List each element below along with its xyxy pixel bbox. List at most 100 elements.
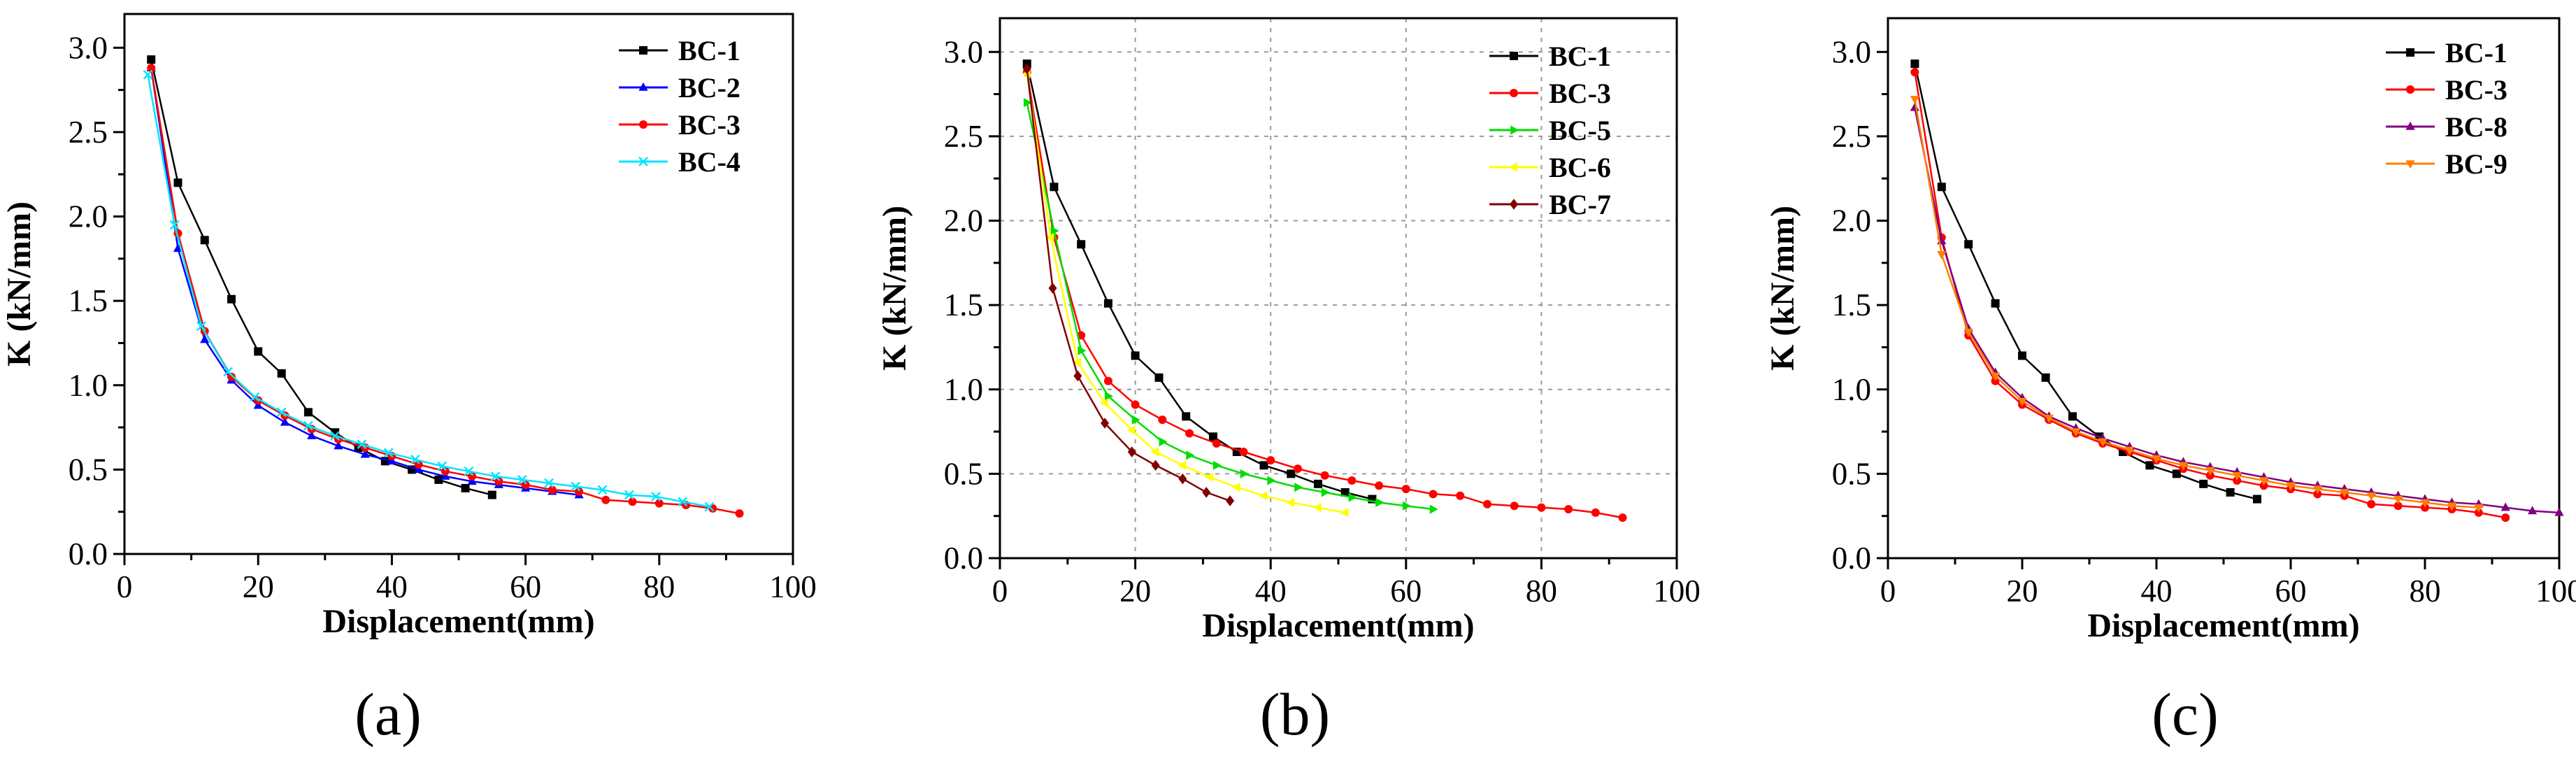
data-point: [1077, 240, 1086, 249]
x-tick-label: 60: [510, 569, 541, 604]
data-point: [571, 481, 581, 492]
data-point: [227, 294, 236, 304]
data-point: [303, 408, 313, 417]
data-point: [1618, 513, 1627, 522]
data-point: [1375, 481, 1384, 490]
y-tick-label: 0.5: [1832, 456, 1871, 491]
data-point: [575, 487, 584, 496]
legend-marker: [639, 120, 647, 129]
data-point: [1202, 487, 1211, 498]
data-point: [303, 420, 313, 431]
data-point: [1239, 448, 1248, 457]
data-point: [1293, 464, 1302, 474]
data-point: [1073, 357, 1082, 367]
series-bc-3: [147, 64, 744, 518]
data-point: [1403, 501, 1411, 511]
y-tick-label: 1.5: [1832, 287, 1871, 322]
legend: BC-1 BC-3 BC-8 BC-9: [2386, 37, 2507, 180]
data-point: [651, 492, 661, 502]
legend-marker: [1510, 89, 1518, 97]
data-point: [2172, 469, 2181, 478]
data-point: [2233, 476, 2242, 485]
data-point: [490, 471, 501, 481]
series-bc-7: [1022, 63, 1235, 506]
y-tick-label: 3.0: [944, 34, 983, 69]
series-line: [1914, 99, 2479, 508]
series-bc-4: [143, 69, 715, 512]
data-point: [383, 448, 394, 458]
x-tick-label: 80: [2410, 574, 2441, 609]
data-point: [1910, 96, 1919, 104]
y-tick-label: 2.0: [69, 199, 108, 234]
data-point: [1103, 299, 1112, 308]
data-point: [1182, 412, 1191, 421]
data-point: [461, 483, 470, 492]
y-tick-label: 1.0: [944, 372, 983, 407]
data-point: [2500, 502, 2510, 511]
data-point: [227, 372, 236, 381]
data-point: [2501, 513, 2510, 522]
data-point: [1185, 429, 1194, 438]
data-point: [200, 334, 210, 343]
data-point: [330, 431, 341, 441]
data-point: [2178, 462, 2188, 471]
data-point: [1204, 472, 1213, 482]
data-point: [517, 474, 527, 485]
data-point: [2474, 508, 2483, 517]
data-point: [1429, 504, 1438, 514]
data-point: [414, 460, 423, 469]
data-point: [624, 490, 634, 500]
y-axis-label: K (kN/mm): [1764, 206, 1801, 371]
legend-label: BC-8: [2445, 111, 2507, 143]
data-point: [1045, 233, 1054, 243]
series-bc-2: [146, 63, 584, 499]
data-point: [2421, 503, 2429, 512]
data-point: [277, 369, 286, 378]
data-point: [601, 495, 610, 504]
chart-panel-3: 0 20 40 60 80 100 0.0 0.5 1.0 1.5 2.0 2.5 3.0 Displac…: [1764, 17, 2576, 748]
legend-label: BC-3: [1549, 78, 1611, 109]
data-point: [1348, 492, 1357, 502]
data-point: [2340, 489, 2349, 498]
data-point: [1340, 508, 1349, 518]
data-point: [1312, 503, 1322, 513]
legend-label: BC-7: [1549, 189, 1611, 220]
data-point: [2018, 351, 2026, 360]
x-tick-label: 20: [1119, 574, 1151, 609]
x-tick-label: 100: [2535, 574, 2576, 609]
data-point: [2205, 467, 2215, 476]
y-tick-label: 2.5: [69, 115, 108, 150]
data-point: [2286, 482, 2296, 491]
data-point: [2199, 479, 2208, 488]
data-point: [544, 478, 554, 488]
legend-label: BC-1: [1549, 41, 1611, 72]
data-point: [360, 449, 370, 458]
series-bc-3: [1910, 68, 2510, 522]
data-point: [467, 476, 477, 485]
data-point: [2145, 461, 2154, 470]
series-line: [150, 68, 580, 496]
data-point: [1150, 447, 1159, 457]
data-point: [597, 485, 608, 495]
data-point: [2259, 477, 2269, 486]
legend-marker: [1510, 199, 1518, 210]
legend-marker: [638, 82, 648, 91]
series-line: [1914, 63, 2258, 500]
data-point: [2393, 495, 2403, 504]
data-point: [434, 475, 443, 484]
data-point: [1186, 450, 1195, 460]
x-tick-label: 100: [1653, 574, 1701, 609]
data-point: [1910, 68, 1919, 77]
y-axis-label: K (kN/mm): [1, 201, 38, 367]
data-point: [1287, 469, 1296, 478]
x-tick-label: 0: [1880, 574, 1896, 609]
series-line: [1026, 69, 1231, 502]
data-point: [468, 472, 477, 481]
series-line: [150, 68, 740, 515]
legend-marker: [2405, 160, 2415, 169]
legend-marker: [639, 46, 647, 55]
x-tick-label: 60: [2275, 574, 2307, 609]
data-point: [410, 455, 420, 464]
data-point: [2152, 455, 2161, 464]
